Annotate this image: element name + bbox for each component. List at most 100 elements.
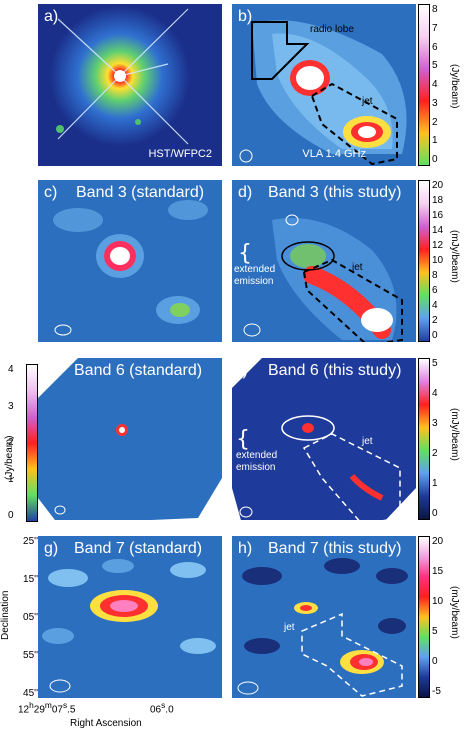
panel-a-footer: HST/WFPC2 (148, 148, 212, 160)
panel-b-footer: VLA 1.4 GHz (302, 148, 366, 160)
panel-b-vla-map: b) radio lobe jet VLA 1.4 GHz (232, 4, 416, 166)
colorbar-f-tick: 3 (432, 418, 438, 429)
emission-annotation: emission (236, 462, 276, 473)
panel-c-band3-standard: c) Band 3 (standard) (38, 180, 222, 342)
colorbar-f-gradient (418, 358, 430, 520)
x-tick-1: 12h29m07s.5 (18, 700, 76, 716)
colorbar-d-tick: 4 (432, 300, 438, 311)
colorbar-h-tick: 0 (432, 656, 438, 667)
colorbar-d-tick: 16 (432, 210, 444, 221)
band7-standard-map (38, 536, 222, 698)
panel-h-title: Band 7 (this study) (268, 540, 402, 557)
colorbar-d-unit: (mJy/beam) (449, 230, 460, 283)
colorbar-d-gradient (418, 180, 430, 342)
colorbar-h-tick: -5 (432, 686, 441, 697)
band3-study-map: { (232, 180, 416, 342)
svg-text:{: { (238, 241, 252, 266)
emission-annotation: emission (234, 276, 274, 287)
vla-map (232, 4, 416, 166)
colorbar-b-tick: 2 (432, 116, 438, 128)
colorbar-f: 5 4 3 2 1 0 (mJy/beam) (418, 358, 462, 522)
panel-e-title: Band 6 (standard) (74, 362, 203, 379)
colorbar-d-tick: 18 (432, 195, 444, 206)
colorbar-b-tick: 4 (432, 79, 438, 90)
colorbar-d: 20 18 16 14 12 10 8 6 4 2 0 (mJy/beam) (418, 180, 462, 344)
colorbar-d-tick: 8 (432, 270, 438, 281)
panel-c-label: c) (44, 184, 58, 201)
extended-annotation: extended (234, 264, 276, 275)
colorbar-h-tick: 5 (432, 626, 438, 637)
band3-standard-map (38, 180, 222, 342)
panel-f-title: Band 6 (this study) (268, 362, 402, 379)
colorbar-e: 4 3 2 1 0 (Jy/beam) (2, 360, 38, 524)
jet-annotation: jet (362, 96, 373, 107)
radio-lobe-annotation: radio lobe (310, 24, 354, 35)
svg-text:{: { (236, 427, 250, 452)
y-axis-tick: 05'' (23, 612, 38, 623)
colorbar-f-tick: 2 (432, 448, 438, 459)
panel-e-band6-standard: e) Band 6 (standard) (38, 358, 222, 520)
jet-annotation: jet (352, 262, 363, 273)
colorbar-e-tick: 3 (8, 400, 14, 412)
colorbar-h-tick: 15 (432, 566, 444, 577)
y-axis-tick: 15'' (23, 574, 38, 585)
y-axis-tick: 45'' (23, 688, 38, 699)
colorbar-f-unit: (mJy/beam) (449, 408, 460, 461)
colorbar-h-tick: 20 (432, 536, 444, 547)
y-axis-tick: 25'' (23, 536, 38, 547)
colorbar-e-gradient (26, 364, 38, 522)
colorbar-b-gradient (418, 4, 430, 166)
colorbar-h-tick: 10 (432, 596, 444, 607)
panel-g-band7-standard: g) Band 7 (standard) (38, 536, 222, 698)
colorbar-b-tick: 8 (432, 4, 438, 15)
colorbar-d-tick: 0 (432, 330, 438, 341)
colorbar-f-tick: 5 (432, 358, 438, 369)
jet-annotation: jet (362, 436, 373, 447)
band6-standard-map (38, 358, 222, 520)
colorbar-b-tick: 5 (432, 60, 438, 72)
y-axis-tick: 55'' (23, 650, 38, 661)
colorbar-b: 8 7 6 5 4 3 2 1 0 (Jy/beam) (418, 4, 462, 168)
panel-g-title: Band 7 (standard) (74, 540, 203, 557)
extended-annotation: extended (236, 450, 278, 461)
panel-d-band3-study: { d) Band 3 (this study) jet extended em… (232, 180, 416, 342)
hst-image (38, 4, 222, 166)
panel-c-title: Band 3 (standard) (76, 184, 205, 201)
panel-h-band7-study: h) Band 7 (this study) jet (232, 536, 416, 698)
colorbar-b-tick: 6 (432, 41, 438, 53)
colorbar-f-tick: 1 (432, 478, 438, 489)
panel-d-label: d) (238, 184, 253, 201)
colorbar-f-tick: 0 (432, 508, 438, 519)
colorbar-d-tick: 2 (432, 315, 438, 326)
colorbar-b-tick: 0 (432, 154, 438, 165)
colorbar-b-tick: 1 (432, 135, 438, 147)
colorbar-h-gradient (418, 536, 430, 698)
colorbar-f-tick: 4 (432, 388, 438, 399)
panel-b-label: b) (238, 8, 253, 25)
x-tick-2: 06s.0 (150, 700, 174, 716)
band7-study-map (232, 536, 416, 698)
colorbar-b-unit: (Jy/beam) (449, 64, 460, 109)
jet-annotation: jet (284, 622, 295, 633)
colorbar-b-tick: 3 (432, 97, 438, 109)
colorbar-d-tick: 12 (432, 240, 444, 251)
colorbar-b-tick: 7 (432, 22, 438, 34)
x-axis-label: Right Ascension (70, 718, 142, 729)
colorbar-d-tick: 20 (432, 180, 444, 191)
panel-d-title: Band 3 (this study) (268, 184, 402, 201)
colorbar-d-tick: 6 (432, 285, 438, 296)
colorbar-e-tick: 1 (8, 473, 14, 485)
panel-a-hst-image: a) HST/WFPC2 (38, 4, 222, 166)
panel-h-label: h) (238, 540, 253, 557)
colorbar-h: 20 15 10 5 0 -5 (mJy/beam) (418, 536, 462, 700)
panel-a-label: a) (44, 8, 59, 25)
panel-f-band6-study: { f) Band 6 (this study) jet extended em… (232, 358, 416, 520)
panel-f-label: f) (238, 362, 248, 379)
y-axis-ticks: 25'' 15'' 05'' 55'' 45'' (6, 536, 38, 699)
colorbar-d-tick: 10 (432, 255, 444, 266)
colorbar-e-tick: 2 (8, 437, 14, 448)
colorbar-e-tick: 0 (8, 510, 14, 521)
colorbar-h-unit: (mJy/beam) (449, 586, 460, 639)
colorbar-e-tick: 4 (8, 364, 14, 375)
colorbar-e-unit: (Jy/beam) (4, 435, 15, 480)
